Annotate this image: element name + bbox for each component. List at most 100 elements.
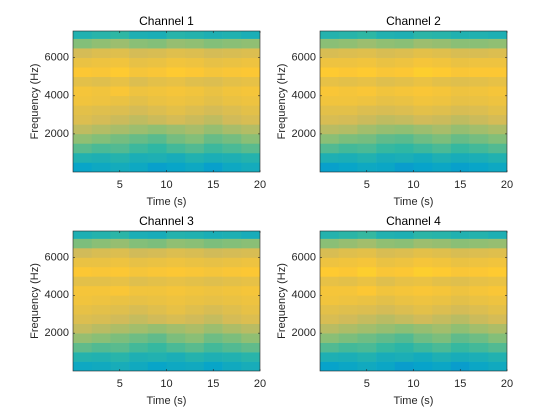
y-axis-label: Frequency (Hz): [29, 263, 41, 339]
cell: [203, 285, 223, 296]
cell: [488, 105, 507, 116]
cell: [185, 314, 205, 325]
cell: [147, 76, 167, 87]
cell: [110, 76, 130, 87]
cell: [203, 342, 223, 353]
cell: [129, 95, 149, 106]
x-tick-label: 20: [501, 378, 513, 390]
cell: [432, 342, 452, 353]
cell: [320, 285, 339, 296]
cell: [73, 105, 92, 116]
cell: [488, 38, 507, 49]
cell: [222, 231, 242, 239]
cell: [185, 143, 205, 154]
cell: [394, 152, 414, 163]
cell: [166, 105, 186, 116]
cell: [376, 105, 396, 116]
cell: [432, 238, 452, 249]
cell: [357, 48, 377, 58]
cell: [469, 48, 489, 58]
cell: [147, 38, 167, 49]
cell: [413, 285, 433, 296]
cell: [338, 105, 358, 116]
cell: [488, 114, 507, 125]
cell: [394, 285, 414, 296]
cell: [357, 57, 377, 68]
y-tick-label: 2000: [292, 327, 316, 339]
cell: [203, 266, 223, 277]
cell: [469, 231, 489, 239]
cell: [413, 361, 433, 371]
cell: [166, 86, 186, 97]
cell: [147, 304, 167, 315]
x-tick-label: 20: [254, 179, 266, 191]
cell: [469, 76, 489, 87]
cell: [338, 86, 358, 97]
cell: [73, 67, 92, 78]
cell: [166, 152, 186, 163]
cell: [185, 67, 205, 78]
cell: [450, 295, 470, 306]
cell: [394, 295, 414, 306]
cell: [73, 248, 92, 258]
cell: [394, 105, 414, 116]
cell: [376, 295, 396, 306]
cell: [413, 95, 433, 106]
cell: [222, 248, 242, 258]
cell: [241, 38, 260, 49]
cell: [320, 133, 339, 144]
cell: [241, 86, 260, 97]
cell: [432, 257, 452, 268]
cell: [488, 67, 507, 78]
cell: [488, 342, 507, 353]
cell: [413, 266, 433, 277]
y-tick-label: 2000: [292, 128, 316, 140]
cell: [469, 143, 489, 154]
cell: [241, 304, 260, 315]
cell: [185, 31, 205, 39]
spectrogram-image: [320, 231, 507, 371]
cell: [110, 231, 130, 239]
cell: [166, 31, 186, 39]
cell: [320, 342, 339, 353]
cell: [450, 133, 470, 144]
cell: [185, 133, 205, 144]
cell: [129, 304, 149, 315]
cell: [166, 342, 186, 353]
cell: [147, 285, 167, 296]
cell: [394, 143, 414, 154]
cell: [357, 76, 377, 87]
cell: [488, 238, 507, 249]
cell: [338, 295, 358, 306]
cell: [432, 285, 452, 296]
cell: [450, 276, 470, 287]
cell: [376, 333, 396, 343]
cell: [338, 248, 358, 258]
cell: [357, 105, 377, 116]
cell: [413, 114, 433, 125]
y-tick-label: 6000: [292, 251, 316, 263]
cell: [320, 323, 339, 334]
cell: [73, 238, 92, 249]
cell: [110, 114, 130, 125]
cell: [450, 114, 470, 125]
cell: [394, 352, 414, 362]
cell: [432, 361, 452, 371]
cell: [320, 248, 339, 258]
cell: [129, 143, 149, 154]
cell: [432, 67, 452, 78]
cell: [376, 57, 396, 68]
cell: [185, 238, 205, 249]
cell: [488, 133, 507, 144]
cell: [222, 86, 242, 97]
cell: [241, 314, 260, 325]
spectrogram-image: [320, 31, 507, 172]
cell: [469, 133, 489, 144]
cell: [469, 162, 489, 172]
cell: [129, 248, 149, 258]
cell: [110, 38, 130, 49]
cell: [338, 133, 358, 144]
cell: [222, 48, 242, 58]
cell: [241, 133, 260, 144]
